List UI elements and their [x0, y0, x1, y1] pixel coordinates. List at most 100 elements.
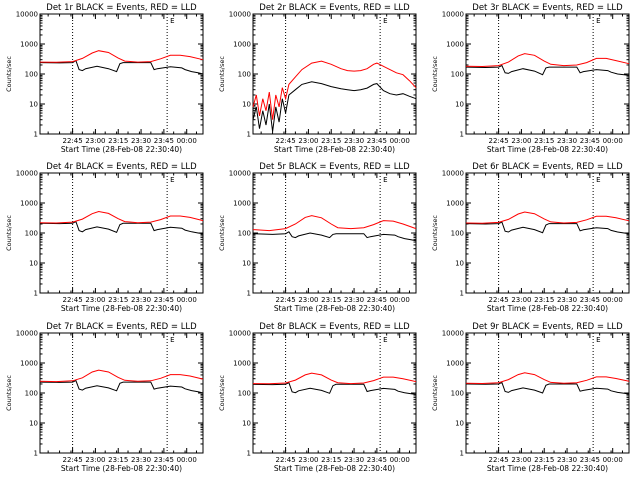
y-tick-label: 100	[238, 230, 251, 238]
x-tick-label: 23:30	[131, 296, 151, 304]
x-tick-label: 23:15	[534, 296, 554, 304]
y-tick-label: 1	[460, 131, 464, 139]
x-tick-label: 00:00	[603, 296, 623, 304]
y-tick-label: 100	[25, 230, 38, 238]
y-tick-label: 100	[238, 390, 251, 398]
x-tick-label: 22:45	[489, 456, 509, 464]
annotation-label: E	[170, 176, 174, 184]
y-tick-label: 1	[34, 131, 38, 139]
x-tick-label: 00:00	[603, 137, 623, 145]
y-tick-label: 10000	[229, 330, 251, 338]
x-tick-label: 00:00	[390, 296, 410, 304]
series-line-lld	[465, 211, 630, 224]
x-tick-label: 00:00	[603, 456, 623, 464]
series-line-events	[465, 221, 630, 235]
x-axis-label: Start Time (28-Feb-08 22:30:40)	[487, 304, 608, 313]
plot-frame	[39, 332, 204, 454]
x-tick-label: 23:30	[557, 296, 577, 304]
series-line-events	[252, 382, 417, 395]
y-tick-label: 10000	[442, 330, 464, 338]
x-tick-label: 23:30	[344, 296, 364, 304]
y-tick-label: 1000	[20, 41, 38, 49]
y-tick-label: 1000	[233, 200, 251, 208]
chart-title: Det 6r BLACK = Events, RED = LLD	[472, 162, 623, 172]
x-tick-label: 00:00	[390, 137, 410, 145]
x-tick-label: 23:00	[298, 456, 318, 464]
y-tick-label: 10000	[16, 330, 38, 338]
x-tick-label: 23:15	[321, 456, 341, 464]
x-tick-label: 23:00	[511, 296, 531, 304]
series-line-lld	[39, 50, 204, 63]
y-axis-label: Counts/sec	[218, 56, 226, 92]
y-tick-label: 1	[34, 290, 38, 298]
x-axis-label: Start Time (28-Feb-08 22:30:40)	[487, 145, 608, 154]
y-axis-label: Counts/sec	[5, 375, 13, 411]
series-line-lld	[252, 372, 417, 385]
x-tick-label: 00:00	[177, 456, 197, 464]
y-tick-label: 1000	[446, 360, 464, 368]
x-tick-label: 23:00	[298, 296, 318, 304]
plot-frame	[465, 332, 630, 454]
plot-frame	[39, 172, 204, 294]
annotation-label: E	[170, 336, 174, 344]
x-tick-label: 22:45	[276, 456, 296, 464]
y-tick-label: 10	[242, 101, 251, 109]
series-line-events	[39, 59, 204, 75]
x-tick-label: 23:45	[580, 296, 600, 304]
x-tick-label: 23:00	[511, 456, 531, 464]
plot-frame	[465, 13, 630, 135]
x-tick-label: 22:45	[489, 137, 509, 145]
y-axis-label: Counts/sec	[5, 215, 13, 251]
x-tick-label: 23:45	[580, 456, 600, 464]
x-tick-label: 22:45	[489, 296, 509, 304]
x-tick-label: 23:15	[534, 456, 554, 464]
y-tick-label: 10	[242, 420, 251, 428]
x-axis-label: Start Time (28-Feb-08 22:30:40)	[274, 304, 395, 313]
x-tick-label: 00:00	[177, 296, 197, 304]
x-tick-label: 23:15	[108, 296, 128, 304]
y-tick-label: 1000	[20, 200, 38, 208]
chart-panel-5: Det 5r BLACK = Events, RED = LLD 1 10 100 10…	[218, 162, 417, 313]
annotation-label: E	[596, 336, 600, 344]
series-line-events	[465, 381, 630, 395]
x-tick-label: 22:45	[63, 456, 83, 464]
chart-panel-1: Det 1r BLACK = Events, RED = LLD 1 10 100 10…	[5, 3, 204, 154]
series-line-events	[252, 231, 417, 242]
x-tick-label: 00:00	[177, 137, 197, 145]
chart-title: Det 1r BLACK = Events, RED = LLD	[46, 3, 197, 13]
x-tick-label: 23:15	[321, 296, 341, 304]
x-tick-label: 23:45	[154, 456, 174, 464]
y-tick-label: 10000	[442, 11, 464, 19]
series-line-lld	[39, 369, 204, 383]
chart-panel-6: Det 6r BLACK = Events, RED = LLD 1 10 100 10…	[431, 162, 630, 313]
x-tick-label: 23:30	[344, 456, 364, 464]
y-tick-label: 1000	[446, 41, 464, 49]
x-tick-label: 23:45	[154, 296, 174, 304]
y-tick-label: 1	[247, 290, 251, 298]
chart-panel-9: Det 9r BLACK = Events, RED = LLD 1 10 100 10…	[431, 322, 630, 473]
chart-panel-3: Det 3r BLACK = Events, RED = LLD 1 10 100 10…	[431, 3, 630, 154]
series-line-lld	[39, 210, 204, 224]
x-tick-label: 22:45	[276, 296, 296, 304]
y-tick-label: 10000	[16, 170, 38, 178]
y-tick-label: 100	[451, 390, 464, 398]
x-tick-label: 00:00	[390, 456, 410, 464]
y-tick-label: 1	[460, 450, 464, 458]
chart-panel-7: Det 7r BLACK = Events, RED = LLD 1 10 100 10…	[5, 322, 204, 473]
y-tick-label: 10000	[16, 11, 38, 19]
y-tick-label: 1000	[446, 200, 464, 208]
x-tick-label: 23:45	[367, 456, 387, 464]
annotation-label: E	[596, 176, 600, 184]
y-tick-label: 10	[29, 260, 38, 268]
plot-frame	[252, 332, 417, 454]
y-axis-label: Counts/sec	[431, 56, 439, 92]
x-tick-label: 23:30	[344, 137, 364, 145]
chart-title: Det 7r BLACK = Events, RED = LLD	[46, 322, 197, 332]
x-tick-label: 23:15	[534, 137, 554, 145]
x-tick-label: 23:45	[154, 137, 174, 145]
x-axis-label: Start Time (28-Feb-08 22:30:40)	[61, 145, 182, 154]
chart-title: Det 9r BLACK = Events, RED = LLD	[472, 322, 623, 332]
x-tick-label: 23:00	[85, 456, 105, 464]
y-tick-label: 10000	[229, 11, 251, 19]
